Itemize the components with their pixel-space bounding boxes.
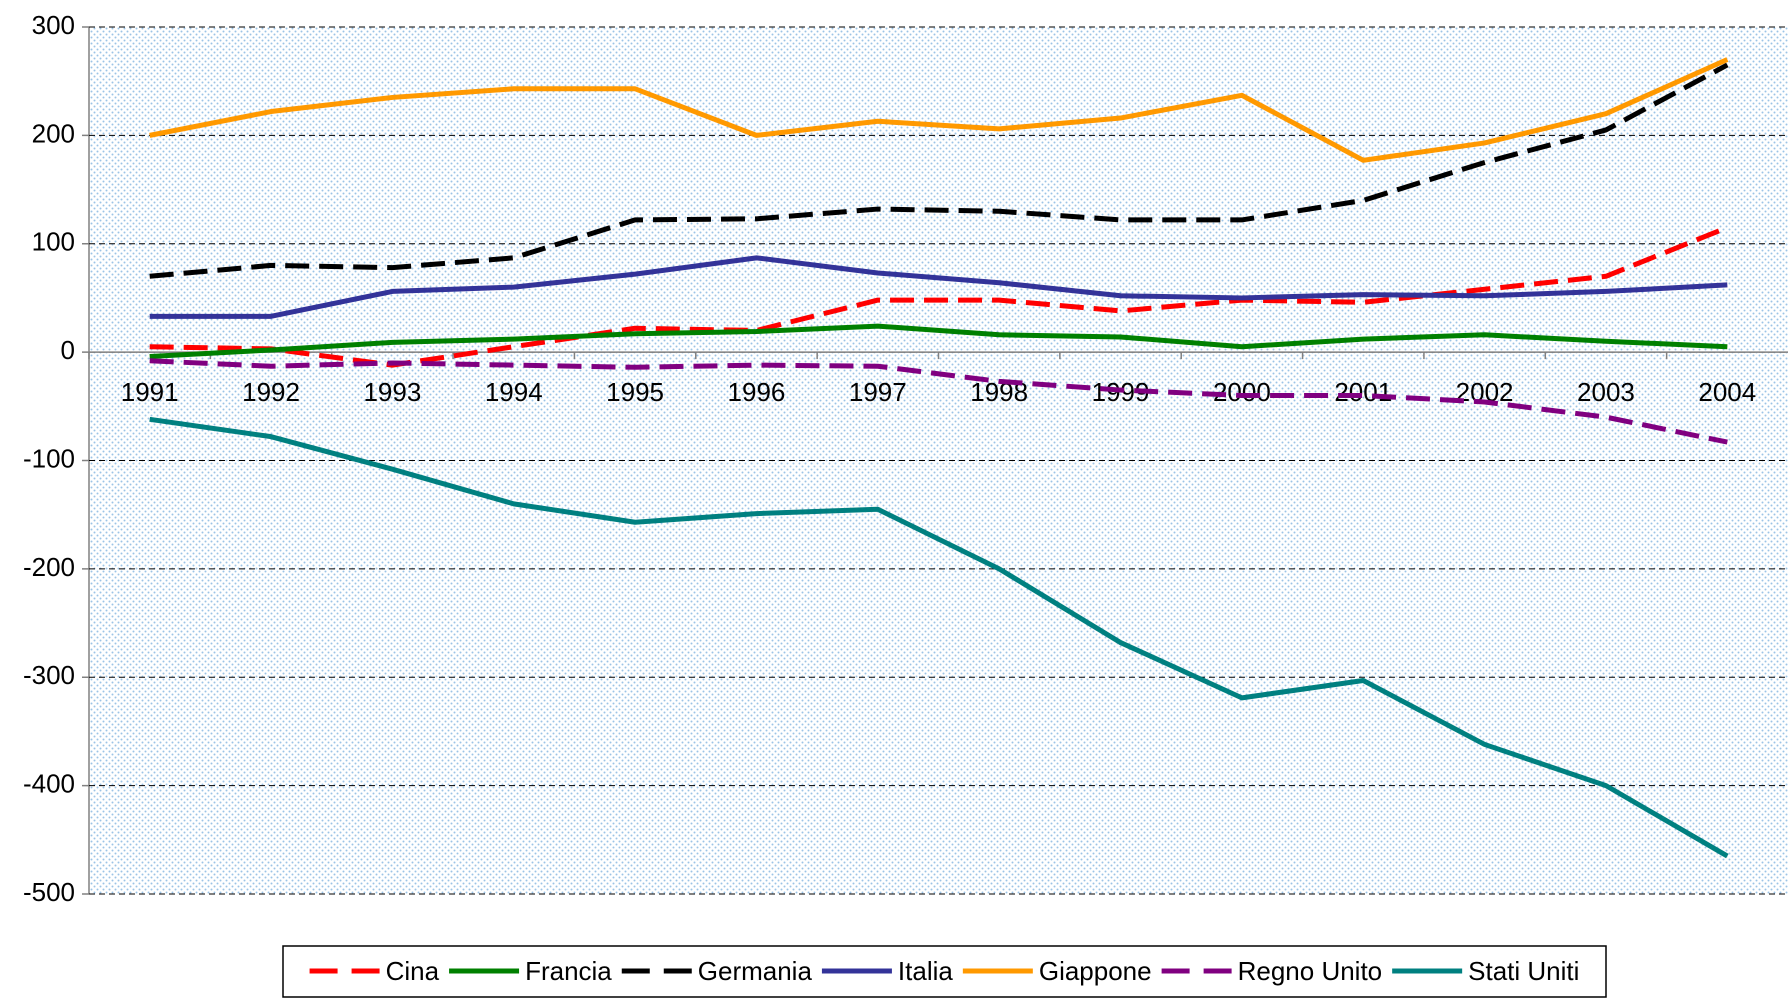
x-tick-label: 1993 xyxy=(363,377,421,407)
y-tick-label: -300 xyxy=(23,660,75,690)
y-tick-label: -100 xyxy=(23,443,75,473)
line-series xyxy=(149,323,1728,359)
x-tick-label: 1991 xyxy=(121,377,179,407)
legend-label: Stati Uniti xyxy=(1468,956,1579,986)
legend-label: Italia xyxy=(898,956,953,986)
y-tick-label: 100 xyxy=(32,227,75,257)
y-tick-label: 0 xyxy=(61,335,75,365)
y-tick-label: 200 xyxy=(32,118,75,148)
line-series xyxy=(149,62,1729,279)
x-tick-label: 2000 xyxy=(1213,377,1271,407)
line-series xyxy=(149,416,1729,859)
legend-label: Francia xyxy=(525,956,612,986)
x-tick-label: 1992 xyxy=(242,377,300,407)
x-tick-label: 1996 xyxy=(728,377,786,407)
y-tick-label: 300 xyxy=(32,10,75,40)
x-tick-label: 1995 xyxy=(606,377,664,407)
line-series xyxy=(149,225,1729,368)
x-tick-label: 2004 xyxy=(1698,377,1756,407)
legend-label: Giappone xyxy=(1039,956,1152,986)
legend-label: Cina xyxy=(386,956,440,986)
legend-label: Germania xyxy=(698,956,813,986)
y-tick-label: -500 xyxy=(23,877,75,907)
line-series xyxy=(149,57,1729,163)
x-tick-label: 1997 xyxy=(849,377,907,407)
x-tick-label: 2003 xyxy=(1577,377,1635,407)
x-tick-label: 1994 xyxy=(485,377,543,407)
x-tick-label: 2001 xyxy=(1334,377,1392,407)
y-tick-label: -400 xyxy=(23,769,75,799)
legend-label: Regno Unito xyxy=(1238,956,1383,986)
y-tick-label: -200 xyxy=(23,552,75,582)
line-series xyxy=(149,255,1728,319)
line-series xyxy=(149,358,1728,445)
